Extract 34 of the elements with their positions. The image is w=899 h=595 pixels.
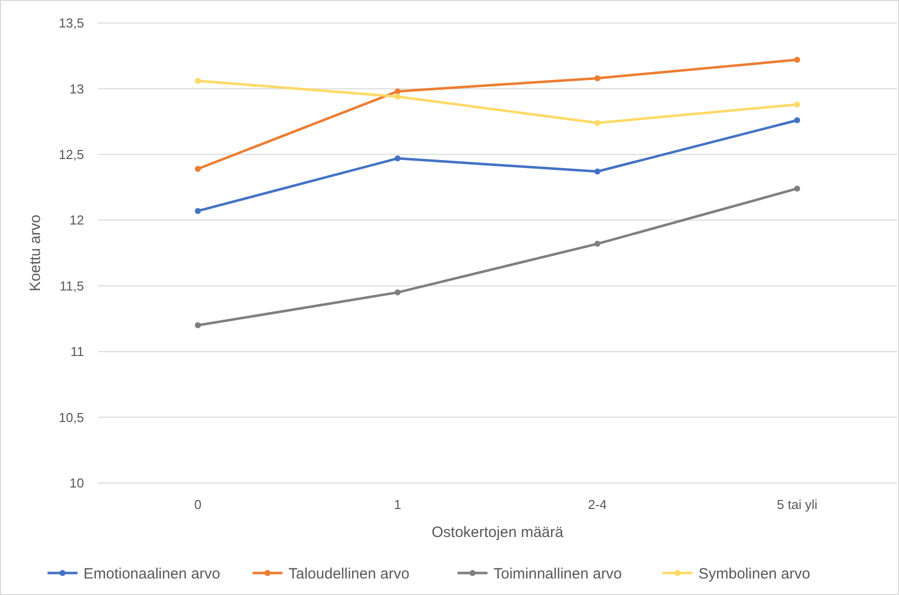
point	[594, 120, 600, 126]
point	[394, 94, 401, 100]
x-axis-title: Ostokertojen määrä	[432, 524, 564, 541]
point	[194, 166, 201, 172]
point	[394, 88, 401, 94]
legend-label: Toiminnallinen arvo	[494, 565, 622, 582]
point	[194, 322, 201, 328]
x-tick-label: 0	[194, 497, 202, 512]
point	[594, 240, 600, 247]
point	[794, 101, 800, 108]
y-tick-label: 10,5	[58, 410, 84, 425]
point	[394, 155, 401, 162]
y-axis-title: Koettu arvo	[27, 214, 44, 292]
y-tick-label: 10	[70, 476, 84, 491]
y-tick-label: 11	[70, 344, 84, 360]
legend-label: Taloudellinen arvo	[288, 565, 410, 582]
point	[394, 289, 401, 296]
legend-label: Emotionaalinen arvo	[84, 565, 220, 582]
y-tick-label: 13,5	[58, 16, 84, 31]
point	[794, 186, 800, 192]
y-tick-label: 11,5	[60, 278, 84, 294]
point	[194, 78, 201, 84]
y-tick-label: 12	[70, 212, 84, 228]
point	[594, 168, 600, 175]
point	[194, 208, 201, 214]
x-tick-label: 1	[394, 497, 402, 512]
point	[794, 56, 800, 63]
y-tick-label: 13	[70, 81, 84, 96]
x-tick-label: 2-4	[588, 497, 607, 512]
x-tick-label: 5 tai yli	[776, 497, 818, 512]
legend-label: Symbolinen arvo	[698, 565, 810, 582]
point	[594, 75, 600, 82]
point	[794, 117, 800, 124]
y-tick-label: 12,5	[58, 146, 84, 162]
